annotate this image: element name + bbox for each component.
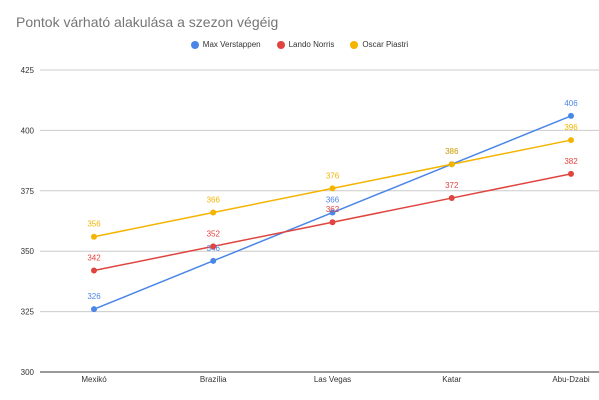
data-label-series-1: 366 bbox=[326, 196, 340, 205]
data-point-series-1 bbox=[91, 306, 97, 313]
data-label-series-1: 326 bbox=[87, 292, 101, 301]
data-point-series-2 bbox=[448, 195, 455, 202]
x-tick-label: Las Vegas bbox=[314, 375, 351, 384]
data-point-series-3 bbox=[91, 233, 97, 240]
chart-legend: Max Verstappen Lando Norris Oscar Piastr… bbox=[0, 40, 599, 49]
x-tick-label: Mexikó bbox=[81, 375, 107, 384]
data-point-series-3 bbox=[568, 137, 574, 144]
data-label-series-3: 376 bbox=[326, 171, 340, 180]
legend-marker-series-2 bbox=[276, 40, 285, 49]
y-tick-label: 325 bbox=[21, 308, 35, 317]
data-label-series-3: 366 bbox=[207, 196, 221, 205]
legend-item-series-3: Oscar Piastri bbox=[350, 40, 408, 49]
data-point-series-1 bbox=[568, 112, 574, 119]
data-label-series-3: 356 bbox=[87, 220, 101, 229]
legend-label-series-1: Max Verstappen bbox=[202, 40, 261, 49]
y-tick-label: 400 bbox=[21, 126, 35, 135]
legend-label-series-3: Oscar Piastri bbox=[362, 40, 409, 49]
data-label-series-1: 386 bbox=[445, 147, 459, 156]
data-point-series-3 bbox=[329, 185, 336, 192]
data-label-series-3: 396 bbox=[564, 123, 578, 132]
data-label-series-1: 406 bbox=[564, 99, 578, 108]
data-label-series-2: 372 bbox=[445, 181, 459, 190]
y-tick-label: 375 bbox=[21, 187, 35, 196]
data-point-series-2 bbox=[568, 170, 574, 177]
legend-marker-series-1 bbox=[190, 40, 199, 49]
data-point-series-3 bbox=[448, 161, 455, 168]
data-label-series-2: 362 bbox=[326, 205, 340, 214]
y-tick-label: 350 bbox=[21, 247, 35, 256]
data-point-series-3 bbox=[210, 209, 217, 216]
data-label-series-3: 386 bbox=[445, 147, 459, 156]
data-label-series-2: 342 bbox=[87, 254, 101, 263]
legend-item-series-2: Lando Norris bbox=[276, 40, 335, 49]
legend-label-series-2: Lando Norris bbox=[288, 40, 335, 49]
chart-title: Pontok várható alakulása a szezon végéig bbox=[16, 14, 279, 30]
data-label-series-2: 352 bbox=[207, 229, 221, 238]
data-point-series-2 bbox=[210, 243, 217, 250]
x-tick-label: Katar bbox=[442, 375, 461, 384]
x-tick-label: Abu-Dzabi bbox=[552, 375, 590, 384]
data-point-series-1 bbox=[329, 209, 336, 216]
data-point-series-2 bbox=[91, 267, 97, 274]
legend-item-series-1: Max Verstappen bbox=[190, 40, 261, 49]
legend-marker-series-3 bbox=[350, 40, 359, 49]
y-tick-label: 425 bbox=[21, 66, 35, 75]
data-point-series-2 bbox=[329, 219, 336, 226]
x-tick-label: Brazília bbox=[200, 375, 227, 384]
y-tick-label: 300 bbox=[21, 368, 35, 377]
data-label-series-2: 382 bbox=[564, 157, 578, 166]
data-point-series-1 bbox=[210, 257, 217, 264]
